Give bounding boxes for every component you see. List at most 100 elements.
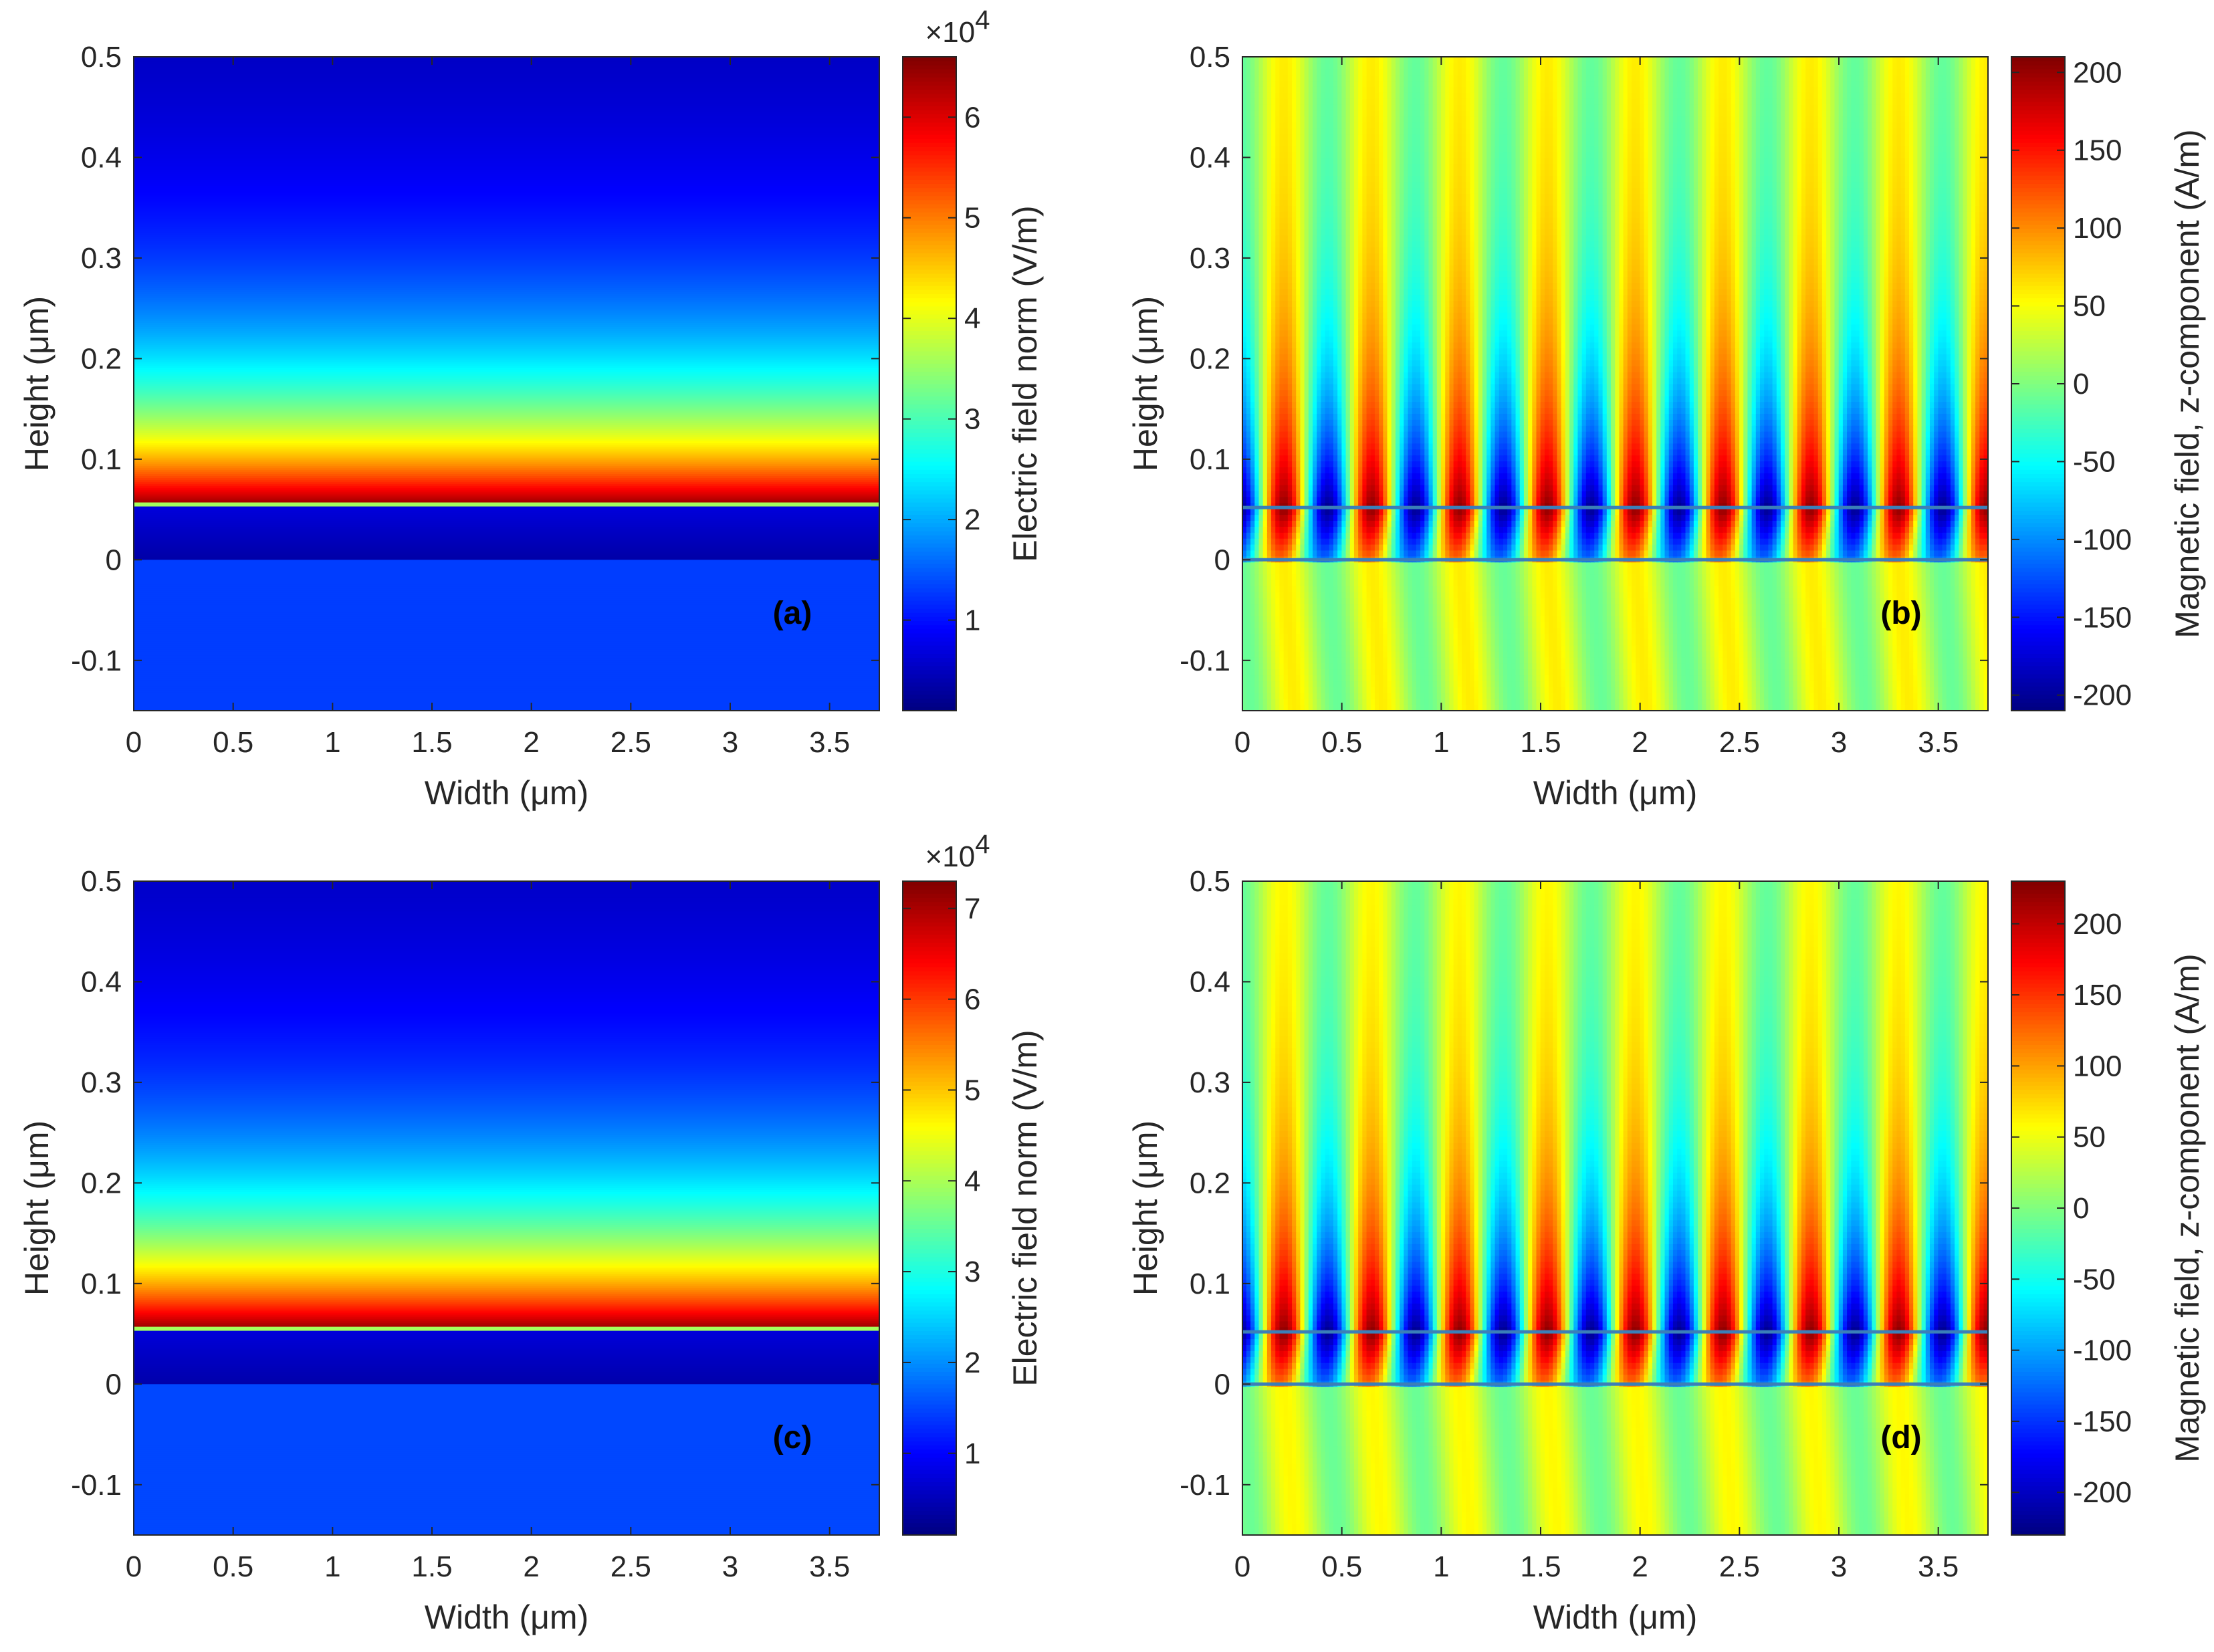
heatmap-cell (1719, 562, 1724, 569)
heatmap-band (134, 261, 879, 264)
heatmap-cell (1271, 644, 1277, 652)
heatmap-cell (1805, 615, 1811, 622)
heatmap-cell (1672, 639, 1678, 646)
heatmap-band (134, 477, 879, 481)
heatmap-cell (1519, 704, 1525, 711)
heatmap-cell (1967, 585, 1972, 592)
heatmap-cell (1313, 663, 1317, 670)
heatmap-cell (1321, 657, 1326, 664)
heatmap-band (134, 312, 879, 315)
heatmap-band (134, 606, 879, 609)
heatmap-cell (1888, 615, 1894, 622)
heatmap-cell (1515, 669, 1521, 676)
heatmap-cell (1652, 675, 1657, 682)
heatmap-cell (1876, 663, 1881, 670)
heatmap-cell (1611, 568, 1616, 575)
heatmap-cell (1366, 639, 1371, 646)
heatmap-cell (1714, 580, 1719, 586)
heatmap-cell (1353, 615, 1359, 622)
colorbar-step (903, 72, 956, 78)
heatmap-cell (1892, 644, 1898, 652)
heatmap-cell (1714, 609, 1719, 616)
heatmap-cell (1337, 663, 1343, 670)
heatmap-cell (1880, 633, 1885, 640)
heatmap-cell (1664, 639, 1670, 646)
colorbar-step (903, 644, 956, 650)
heatmap-cell (1842, 675, 1848, 682)
heatmap-cell (1925, 627, 1930, 634)
heatmap-cell (1408, 675, 1413, 682)
heatmap-band (134, 126, 879, 129)
heatmap-cell (1693, 663, 1698, 670)
colorbar-step (903, 138, 956, 143)
heatmap-cell (1934, 574, 1939, 580)
heatmap-cell (1275, 585, 1281, 592)
heatmap-cell (1490, 609, 1496, 616)
heatmap-band (134, 174, 879, 178)
heatmap-cell (1317, 704, 1322, 711)
heatmap-cell (1946, 609, 1951, 616)
heatmap-cell (1362, 621, 1367, 628)
heatmap-cell (1404, 633, 1409, 640)
heatmap-cell (1805, 687, 1811, 693)
heatmap-cell (1847, 693, 1852, 699)
heatmap-cell (1672, 663, 1678, 670)
heatmap-cell (1362, 615, 1367, 622)
heatmap-band (134, 158, 879, 162)
heatmap-cell (1254, 669, 1260, 676)
heatmap-cell (1515, 644, 1521, 652)
heatmap-cell (1880, 580, 1885, 586)
heatmap-cell (1702, 639, 1707, 646)
colorbar-step (903, 596, 956, 601)
heatmap-cell (1581, 591, 1587, 598)
heatmap-cell (1283, 580, 1289, 586)
heatmap-cell (1353, 633, 1359, 640)
heatmap-cell (1660, 669, 1666, 676)
heatmap-cell (1598, 681, 1603, 687)
colorbar-step (903, 689, 956, 695)
panel-b: 0 0.5 1 1.5 2 2.5 3 3.5-0.100.10.20.30.40.5Widt… (1127, 41, 2206, 812)
heatmap-cell (1553, 644, 1558, 652)
heatmap-cell (1470, 562, 1475, 569)
heatmap-cell (1577, 585, 1583, 592)
colorbar-step (903, 584, 956, 589)
heatmap-cell (1308, 663, 1313, 670)
heatmap-cell (1656, 568, 1662, 575)
heatmap-cell (1528, 693, 1533, 699)
heatmap-cell (1768, 644, 1773, 652)
heatmap-cell (1262, 615, 1268, 622)
heatmap-cell (1619, 568, 1624, 575)
heatmap-cell (1975, 580, 1981, 586)
heatmap-cell (1681, 591, 1686, 598)
heatmap-cell (1412, 669, 1417, 676)
heatmap-cell (1723, 568, 1728, 575)
heatmap-cell (1528, 687, 1533, 693)
heatmap-cell (1644, 639, 1649, 646)
heatmap-cell (1296, 621, 1301, 628)
heatmap-cell (1349, 651, 1355, 658)
heatmap-cell (1391, 597, 1396, 604)
heatmap-cell (1408, 591, 1413, 598)
heatmap-cell (1544, 562, 1549, 569)
heatmap-cell (1929, 591, 1934, 598)
heatmap-cell (1470, 591, 1475, 598)
heatmap-cell (1262, 675, 1268, 682)
heatmap-cell (1345, 591, 1351, 598)
heatmap-cell (1702, 580, 1707, 586)
heatmap-cell (1971, 568, 1976, 575)
heatmap-cell (1577, 704, 1583, 711)
heatmap-cell (1366, 568, 1371, 575)
heatmap-cell (1623, 615, 1628, 622)
heatmap-cell (1938, 627, 1943, 634)
heatmap-cell (1275, 657, 1281, 664)
heatmap-cell (1536, 681, 1541, 687)
heatmap-cell (1383, 609, 1388, 616)
heatmap-cell (1486, 663, 1492, 670)
heatmap-cell (1859, 704, 1864, 711)
heatmap-cell (1959, 681, 1964, 687)
heatmap-cell (1313, 644, 1317, 652)
heatmap-cell (1615, 597, 1620, 604)
heatmap-cell (1619, 603, 1624, 610)
heatmap-cell (1636, 580, 1641, 586)
heatmap-cell (1585, 693, 1591, 699)
